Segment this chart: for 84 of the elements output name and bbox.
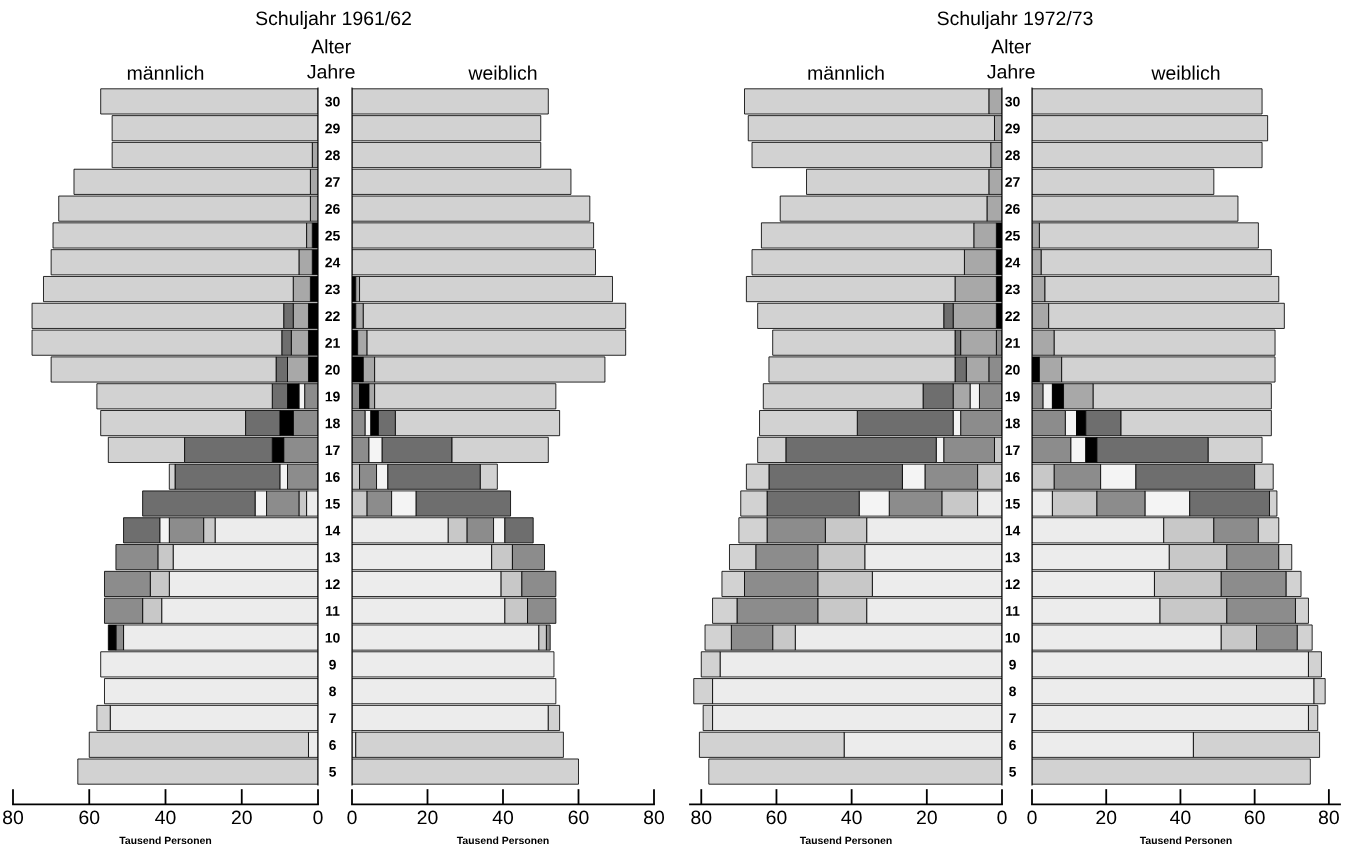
- x-tick-label: 20: [1096, 810, 1117, 825]
- y-tick-label: 20: [325, 364, 340, 375]
- x-tick-label: 60: [568, 810, 589, 825]
- y-tick-label: 18: [1005, 418, 1020, 429]
- y-tick-label: 12: [325, 579, 340, 589]
- y-tick-label: 6: [1009, 740, 1016, 750]
- y-axis-title: Alter Jahre: [307, 39, 355, 79]
- y-tick-label: 17: [325, 445, 340, 455]
- y-tick-label: 6: [329, 740, 336, 750]
- y-tick-label: 8: [329, 686, 336, 697]
- y-tick-label: 23: [325, 284, 340, 295]
- x-tick-label: 80: [644, 810, 665, 825]
- x-axis-title: Tausend Personen: [799, 836, 892, 845]
- y-tick-label: 28: [1005, 150, 1020, 161]
- y-tick-label: 26: [325, 203, 340, 214]
- y-tick-label: 24: [325, 257, 341, 268]
- y-axis-title: Alter Jahre: [987, 39, 1035, 79]
- y-tick-label: 14: [1005, 525, 1021, 536]
- y-tick-label: 19: [325, 391, 340, 402]
- y-tick-label: 27: [1005, 177, 1020, 187]
- x-tick-label: 60: [766, 810, 787, 825]
- y-tick-label: 10: [325, 632, 340, 643]
- chart-subtitle: weiblich: [1151, 65, 1220, 80]
- y-tick-label: 25: [1005, 230, 1020, 241]
- chart-title: Schuljahr 1972/73: [937, 10, 1093, 30]
- x-axis-title: Tausend Personen: [456, 836, 549, 845]
- y-tick-label: 22: [325, 311, 340, 321]
- y-tick-label: 11: [326, 606, 340, 616]
- y-tick-label: 22: [1005, 311, 1020, 321]
- x-tick-label: 0: [997, 810, 1007, 825]
- x-tick-label: 80: [691, 810, 712, 825]
- y-tick-label: 23: [1005, 284, 1020, 295]
- chart-title: Schuljahr 1961/62: [256, 10, 411, 30]
- y-tick-label: 18: [325, 418, 340, 429]
- y-tick-label: 29: [1005, 123, 1020, 134]
- y-tick-label: 25: [325, 230, 340, 241]
- y-tick-label: 16: [1005, 472, 1020, 482]
- y-tick-label: 21: [1005, 338, 1020, 348]
- y-tick-label: 21: [325, 338, 340, 348]
- chart-subtitle: männlich: [808, 65, 884, 80]
- x-tick-label: 20: [417, 810, 438, 825]
- y-tick-label: 16: [325, 472, 340, 482]
- y-tick-label: 28: [325, 150, 340, 161]
- x-axis-title: Tausend Personen: [1139, 836, 1232, 845]
- x-tick-label: 60: [79, 810, 100, 825]
- y-tick-label: 29: [325, 123, 340, 134]
- x-tick-label: 40: [492, 810, 514, 825]
- y-tick-label: 26: [1005, 203, 1020, 214]
- x-tick-label: 0: [1027, 810, 1037, 825]
- y-tick-label: 7: [329, 713, 336, 724]
- x-axis-title: Tausend Personen: [119, 836, 212, 845]
- x-tick-label: 80: [1318, 810, 1339, 825]
- x-tick-label: 40: [155, 810, 176, 825]
- x-tick-label: 60: [1244, 810, 1265, 825]
- y-tick-label: 19: [1005, 391, 1020, 402]
- x-tick-label: 20: [916, 810, 937, 825]
- y-tick-label: 24: [1005, 257, 1021, 268]
- y-tick-label: 9: [329, 659, 336, 670]
- y-tick-label: 12: [1005, 579, 1020, 589]
- y-tick-label: 9: [1009, 659, 1016, 670]
- y-tick-label: 5: [1009, 767, 1017, 777]
- chart-subtitle: männlich: [127, 65, 204, 80]
- y-tick-label: 8: [1009, 686, 1016, 697]
- y-tick-label: 14: [325, 525, 341, 536]
- x-tick-label: 0: [347, 810, 357, 825]
- y-tick-label: 13: [325, 552, 340, 563]
- x-tick-label: 20: [231, 810, 252, 825]
- y-tick-label: 17: [1005, 445, 1020, 455]
- y-tick-label: 5: [329, 767, 337, 777]
- x-tick-label: 0: [313, 810, 323, 825]
- y-tick-label: 7: [1009, 713, 1016, 724]
- y-tick-label: 11: [1006, 606, 1020, 616]
- y-tick-label: 30: [325, 96, 340, 107]
- y-tick-label: 13: [1005, 552, 1020, 563]
- chart-subtitle: weiblich: [468, 65, 537, 80]
- y-tick-label: 27: [325, 177, 340, 187]
- y-tick-label: 15: [325, 499, 340, 509]
- y-tick-label: 30: [1005, 96, 1020, 107]
- x-tick-label: 40: [841, 810, 862, 825]
- y-tick-label: 10: [1005, 632, 1020, 643]
- x-tick-label: 80: [3, 810, 24, 825]
- y-tick-label: 20: [1005, 364, 1020, 375]
- x-tick-label: 40: [1170, 810, 1191, 825]
- y-tick-label: 15: [1005, 499, 1020, 509]
